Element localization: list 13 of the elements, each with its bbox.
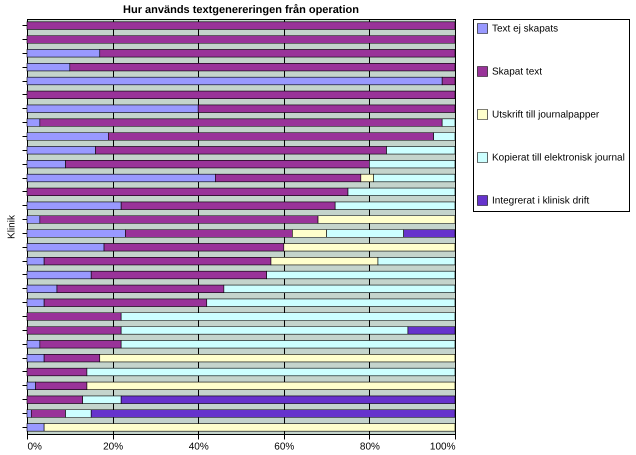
- x-tick-label: 0%: [28, 442, 42, 452]
- y-axis-title: Klinik: [6, 214, 18, 239]
- x-tick-label: 100%: [430, 442, 456, 452]
- x-tick-label: 40%: [188, 442, 209, 452]
- chart-title: Hur används textgenereringen från operation: [123, 3, 360, 16]
- legend-label: Utskrift till journalpapper: [492, 110, 600, 120]
- x-tick-label: 80%: [360, 442, 380, 452]
- x-tick-label: 60%: [274, 442, 294, 452]
- legend-label: Kopierat till elektronisk journal: [492, 152, 625, 164]
- legend-label: Integrerat i klinisk drift: [492, 196, 590, 206]
- x-tick-label: 20%: [103, 442, 124, 452]
- legend-label: Skapat text: [492, 66, 542, 78]
- legend-label: Text ej skapats: [492, 24, 558, 34]
